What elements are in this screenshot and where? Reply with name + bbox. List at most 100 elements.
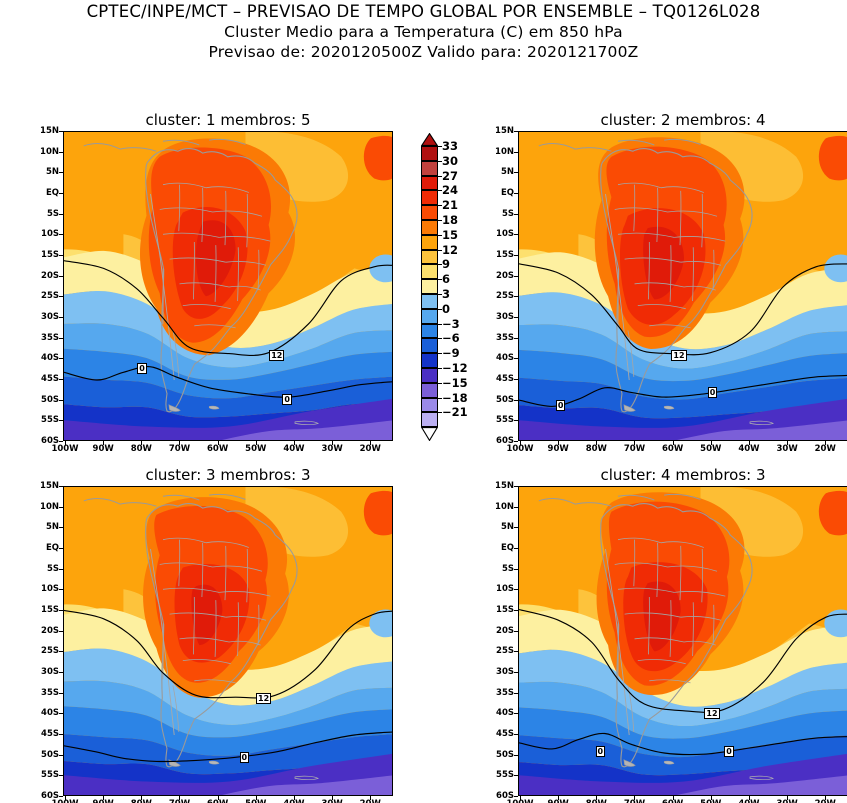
colorbar-label: 0 xyxy=(442,301,451,316)
y-axis-label: 10S xyxy=(496,584,514,595)
map-plot-area-3[interactable]: 12 0 xyxy=(63,486,393,796)
x-axis-label: 50W xyxy=(700,444,722,454)
colorbar-tick xyxy=(438,249,442,251)
y-axis-tick xyxy=(59,548,63,549)
y-axis-tick xyxy=(59,131,63,132)
colorbar-tick xyxy=(438,264,442,266)
y-axis-label: 10N xyxy=(495,146,514,157)
y-axis-tick xyxy=(59,506,63,508)
y-axis-label: 50S xyxy=(41,749,59,760)
y-axis-tick xyxy=(59,213,63,215)
y-axis-tick xyxy=(514,172,518,174)
y-axis-tick xyxy=(514,399,518,401)
contour-label: 0 xyxy=(595,745,606,757)
x-axis-tick xyxy=(332,441,334,445)
y-axis-tick xyxy=(514,630,518,632)
x-axis-label: 80W xyxy=(580,799,612,803)
y-axis-tick xyxy=(59,358,63,360)
y-axis-label: 10N xyxy=(495,501,514,512)
y-axis-tick xyxy=(514,193,518,194)
x-axis-tick xyxy=(672,796,674,800)
y-axis-label: 5N xyxy=(45,167,59,178)
colorbar-label: 27 xyxy=(442,168,459,183)
x-axis-tick xyxy=(103,441,105,445)
x-axis-tick xyxy=(672,441,674,445)
colorbar-swatch xyxy=(421,294,438,309)
x-axis-label: 50W xyxy=(245,444,267,454)
y-axis-tick xyxy=(514,527,518,529)
x-axis-label: 90W xyxy=(542,799,574,803)
y-axis-label: 25S xyxy=(41,646,59,657)
y-axis-label: 5S xyxy=(501,208,514,219)
x-axis-label: 20W xyxy=(359,444,381,454)
y-axis-label: 45S xyxy=(41,374,59,384)
map-plot-area-4[interactable]: 12 0 0 xyxy=(518,486,847,796)
x-axis-tick xyxy=(748,796,750,800)
y-axis-label: 45S xyxy=(496,729,514,739)
y-axis-tick xyxy=(59,151,63,153)
x-axis-tick xyxy=(825,796,827,800)
colorbar-label: 3 xyxy=(442,287,451,301)
y-axis-label: 10N xyxy=(40,501,59,512)
colorbar-arrow-bottom xyxy=(421,427,438,442)
y-axis-tick xyxy=(514,754,518,756)
map-plot-area-1[interactable]: 12 0 0 xyxy=(63,131,393,441)
y-axis-tick xyxy=(514,589,518,591)
x-axis-label: 30W xyxy=(776,444,798,454)
y-axis-tick xyxy=(59,713,63,715)
y-axis-label: 15N xyxy=(40,481,59,491)
colorbar-label: −6 xyxy=(442,331,460,346)
x-axis-label: 40W xyxy=(733,799,765,803)
colorbar-tick xyxy=(438,368,442,369)
x-axis-label: 80W xyxy=(585,444,607,454)
x-axis-tick xyxy=(293,796,295,800)
y-axis-label: EQ xyxy=(500,188,514,198)
y-axis-tick xyxy=(59,296,63,298)
colorbar-tick xyxy=(438,160,442,162)
x-axis-tick xyxy=(748,441,750,445)
colorbar-swatch xyxy=(421,368,438,383)
colorbar-tick xyxy=(438,294,442,295)
y-axis-label: 15S xyxy=(496,250,514,260)
colorbar-tick xyxy=(438,382,442,384)
contour-label: 12 xyxy=(704,708,720,720)
colorbar-label: 30 xyxy=(442,153,459,168)
y-axis-label: 5S xyxy=(46,208,59,219)
y-axis-tick xyxy=(514,151,518,153)
y-axis-tick xyxy=(59,193,63,194)
x-axis-tick xyxy=(293,441,295,445)
colorbar-label: 15 xyxy=(442,227,459,242)
y-axis-label: 30S xyxy=(41,667,59,677)
y-axis-tick xyxy=(59,630,63,632)
x-axis-label: 20W xyxy=(809,799,841,803)
colorbar-swatch xyxy=(421,146,438,161)
header-line-1: CPTEC/INPE/MCT – PREVISAO DE TEMPO GLOBA… xyxy=(86,2,761,21)
y-axis-tick xyxy=(59,317,63,318)
x-axis-tick xyxy=(825,441,827,445)
y-axis-tick xyxy=(514,506,518,508)
y-axis-label: EQ xyxy=(500,543,514,553)
contour-label: 0 xyxy=(724,745,734,757)
colorbar-label: 9 xyxy=(442,257,451,272)
map-plot-area-2[interactable]: 12 0 0 xyxy=(518,131,847,441)
colorbar-label: 21 xyxy=(442,198,459,213)
x-axis-label: 90W xyxy=(547,444,569,454)
x-axis-tick xyxy=(787,796,789,800)
y-axis-tick xyxy=(59,337,63,339)
x-axis-tick xyxy=(520,796,521,800)
x-axis-tick xyxy=(141,796,143,800)
x-axis-tick xyxy=(710,441,712,445)
colorbar-swatch xyxy=(421,323,438,339)
y-axis-tick xyxy=(514,734,518,735)
x-axis-tick xyxy=(255,796,257,800)
y-axis-label: 20S xyxy=(41,270,59,281)
colorbar-label: −9 xyxy=(442,346,460,361)
y-axis-tick xyxy=(514,317,518,318)
header-line-3: Previsao de: 2020120500Z Valido para: 20… xyxy=(208,43,639,61)
x-axis-tick xyxy=(217,441,219,445)
y-axis-label: 15S xyxy=(41,605,59,615)
y-axis-label: 35S xyxy=(41,687,59,698)
y-axis-label: 15N xyxy=(495,126,514,136)
x-axis-label: 60W xyxy=(202,799,234,803)
y-axis-tick xyxy=(514,234,518,236)
